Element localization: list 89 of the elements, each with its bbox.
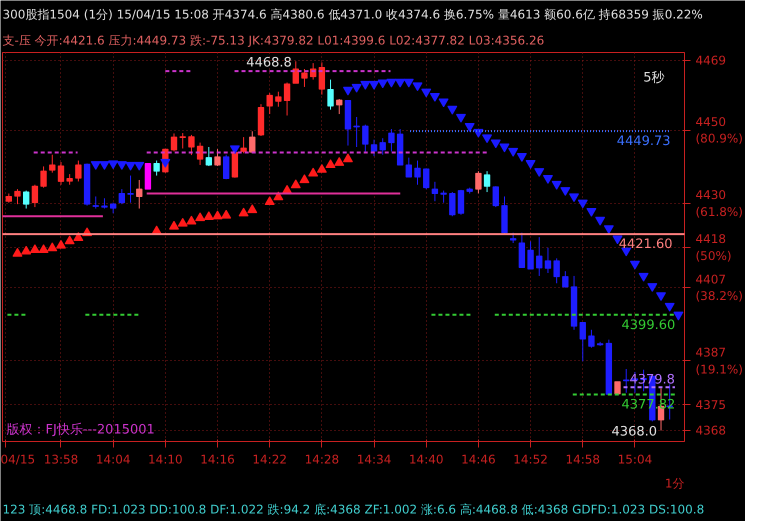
candlestick (101, 198, 108, 210)
candlestick (188, 134, 195, 156)
candlestick (449, 192, 456, 217)
candlestick (275, 91, 282, 108)
y-tick-label: 4418 (50%) (696, 232, 732, 263)
series-label: 4449.73 (616, 134, 671, 150)
candlestick (58, 162, 64, 186)
candlestick (440, 190, 447, 204)
y-tick-label: 4430 (61.8%) (696, 188, 743, 219)
candlestick (92, 196, 99, 210)
candlestick (588, 329, 595, 348)
candlestick (362, 124, 369, 152)
candlestick (623, 368, 630, 394)
y-tick-label: 4407 (38.2%) (696, 272, 743, 304)
annotation: 4468.8 (246, 55, 292, 70)
candlestick (318, 62, 326, 96)
candlestick (266, 92, 273, 115)
candlestick (327, 79, 334, 110)
candlestick (353, 116, 360, 148)
candlestick (127, 175, 134, 204)
candlestick (544, 247, 552, 274)
candlestick (510, 232, 516, 244)
candlestick (380, 138, 386, 156)
candlestick (136, 179, 142, 210)
candlestick (370, 139, 378, 157)
candlestick (206, 146, 212, 167)
candlestick (414, 160, 421, 186)
y-tick-label: 4375 (696, 398, 726, 412)
candlestick (475, 170, 482, 194)
y-tick-label: 4469 (696, 54, 726, 68)
candlestick (153, 160, 160, 176)
candlestick (580, 322, 586, 362)
candlestick (301, 68, 308, 88)
series-label: 4399.60 (622, 318, 676, 333)
y-tick-label: 4368 (696, 424, 726, 438)
x-tick-label: 14:16 (200, 452, 235, 466)
x-axis-title: 1分 (664, 476, 685, 490)
x-tick-label: 14:34 (356, 452, 392, 466)
candlestick (180, 132, 186, 149)
candlestick (284, 82, 290, 116)
candlestick (240, 136, 247, 154)
y-tick-label: 4450 (80.9%) (696, 114, 743, 146)
x-tick-label: 14:22 (252, 452, 287, 466)
candlestick (66, 174, 73, 186)
ref-line-label: 4421.60 (618, 237, 673, 252)
candlestick (196, 142, 204, 166)
candlestick (614, 381, 621, 394)
candlestick (214, 148, 221, 167)
chart-subtitle: 支-压 今开:4421.6 压力:4449.73 跌:-75.13 JK:4379.82 L01:4399.6 L02:4377.82 L03:4356.26 (2, 34, 544, 48)
candlestick (553, 258, 560, 284)
annotation: 版权：FJ快乐---2015001 (6, 422, 155, 438)
candlestick (222, 154, 230, 180)
x-tick-label: 14:46 (461, 452, 496, 466)
candlestick (170, 132, 178, 152)
x-tick-label: 14:04 (96, 452, 130, 466)
x-tick-label: 15:04 (618, 452, 652, 466)
text: 123 顶:4468.8 FD:1.023 DD:100.8 DF:1.022 跌:94.2 底:4368 ZF:1.002 涨:6.6 高:4468.8 低:4368 GDFD:1.023 DS:100.8 (2, 502, 704, 516)
candlestick (458, 189, 464, 216)
candlestick (6, 193, 12, 204)
x-tick-label: 14:10 (148, 452, 183, 466)
candlestick (562, 270, 569, 288)
x-tick-label: 14:52 (513, 452, 548, 466)
chart-title: 300股指1504 (1分) 15/04/15 15:08 开4374.6 高4380.6 低4371.0 收4374.6 换6.75% 量4613 额60.6亿 持68359 振0.22% (2, 8, 703, 22)
x-tick-label: 14:58 (565, 452, 600, 466)
candlestick (110, 202, 116, 214)
annotation: 4368.0 (612, 424, 658, 440)
annotation: 5秒 (643, 70, 665, 86)
candlestick (406, 157, 412, 178)
x-tick-label: 04/15 (0, 452, 36, 466)
candlestick (32, 184, 38, 208)
candlestick (292, 60, 299, 84)
y-tick-label: 4387 (19.1%) (696, 346, 743, 376)
candlestick (388, 128, 395, 152)
x-tick-label: 14:40 (408, 452, 444, 466)
candlestick (49, 154, 56, 174)
candlestick (40, 166, 47, 188)
candlestick (423, 168, 430, 190)
candlestick (527, 241, 534, 270)
candlestick (118, 188, 126, 205)
candlestick (492, 186, 499, 208)
x-tick-label: 14:28 (304, 452, 340, 466)
candlestick (336, 98, 342, 115)
candlestick (484, 170, 490, 193)
candlestick (14, 188, 21, 205)
candlestick (536, 236, 542, 276)
candlestick (75, 160, 82, 182)
candlestick (23, 190, 30, 210)
candlestick (432, 181, 438, 202)
x-tick-label: 13:58 (44, 452, 78, 466)
